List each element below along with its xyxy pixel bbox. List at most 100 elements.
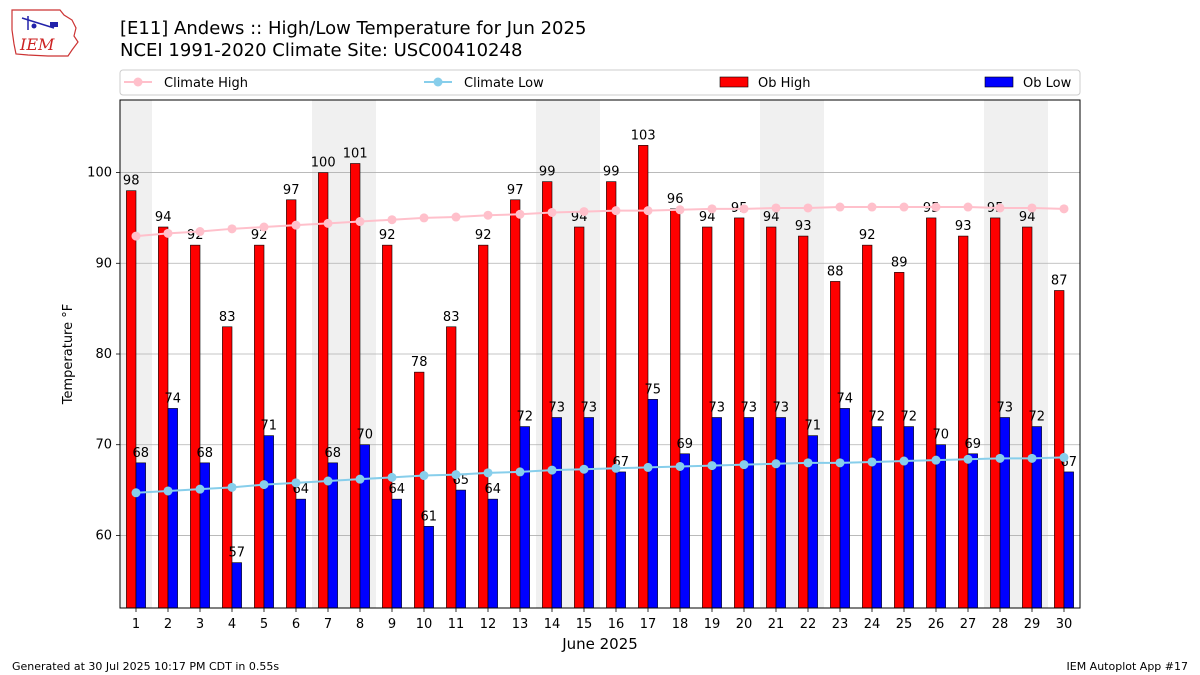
iem-logo: IEM xyxy=(11,9,79,57)
climate-low-point-14 xyxy=(547,465,557,475)
ob-low-label-27: 69 xyxy=(965,437,982,452)
climate-low-point-23 xyxy=(835,458,845,468)
ob-high-bar-10 xyxy=(414,371,425,609)
ob-low-label-12: 64 xyxy=(485,482,502,497)
ob-high-bar-15 xyxy=(574,226,585,609)
xtick-label-23: 23 xyxy=(832,617,849,632)
ob-low-bar-12 xyxy=(487,498,498,609)
chart-title: [E11] Andews :: High/Low Temperature for… xyxy=(120,18,587,39)
ob-low-label-2: 74 xyxy=(165,391,182,406)
climate-low-point-8 xyxy=(355,474,365,484)
xtick-label-7: 7 xyxy=(324,617,332,632)
climate-low-point-24 xyxy=(867,457,877,467)
xtick-label-15: 15 xyxy=(576,617,593,632)
climate-high-point-20 xyxy=(739,204,749,214)
climate-high-point-29 xyxy=(1027,203,1037,213)
ytick-label-100: 100 xyxy=(87,166,112,181)
ob-low-legend-swatch xyxy=(984,76,1014,88)
ob-high-label-16: 99 xyxy=(603,165,620,180)
climate-low-point-27 xyxy=(963,454,973,464)
ob-low-bar-28 xyxy=(999,417,1010,609)
ob-low-label-10: 61 xyxy=(421,509,438,524)
climate-low-point-25 xyxy=(899,456,909,466)
climate-high-point-7 xyxy=(323,218,333,228)
ob-low-bar-1 xyxy=(135,462,146,609)
climate-high-point-16 xyxy=(611,206,621,216)
xtick-label-1: 1 xyxy=(132,617,140,632)
climate-low-point-9 xyxy=(387,472,397,482)
plot-area: 6070809010098689474926883579271976410068… xyxy=(61,99,1081,653)
xtick-label-20: 20 xyxy=(736,617,753,632)
climate-high-point-4 xyxy=(227,224,237,234)
ob-low-bar-25 xyxy=(903,426,914,609)
ob-high-bar-23 xyxy=(830,281,841,609)
ob-low-label-29: 72 xyxy=(1029,410,1046,425)
climate-high-point-15 xyxy=(579,207,589,217)
ytick-label-60: 60 xyxy=(95,528,112,543)
climate-low-point-15 xyxy=(579,464,589,474)
ob-high-bar-14 xyxy=(542,181,553,609)
climate-low-point-20 xyxy=(739,460,749,470)
ob-low-bar-11 xyxy=(455,489,466,609)
climate-low-line xyxy=(135,456,1065,494)
climate-low-point-30 xyxy=(1059,452,1069,462)
climate-high-point-6 xyxy=(291,220,301,230)
climate-high-point-5 xyxy=(259,222,269,232)
xtick-label-18: 18 xyxy=(672,617,689,632)
ob-high-bar-30 xyxy=(1054,290,1065,609)
ob-high-bar-18 xyxy=(670,208,681,609)
climate-high-point-1 xyxy=(131,231,141,241)
ob-high-bar-27 xyxy=(958,235,969,609)
climate-high-point-12 xyxy=(483,210,493,220)
climate-low-point-6 xyxy=(291,478,301,488)
ob-low-bar-3 xyxy=(199,462,210,609)
climate-low-point-28 xyxy=(995,453,1005,463)
ob-low-label-13: 72 xyxy=(517,410,534,425)
ob-high-label-11: 83 xyxy=(443,310,460,325)
ob-low-label-17: 75 xyxy=(645,382,662,397)
ob-low-bar-15 xyxy=(583,417,594,609)
climate-high-point-11 xyxy=(451,212,461,222)
climate-high-point-8 xyxy=(355,217,365,227)
climate-low-point-11 xyxy=(451,470,461,480)
ob-low-bar-19 xyxy=(711,417,722,609)
climate-high-point-13 xyxy=(515,209,525,219)
ob-low-bar-8 xyxy=(359,444,370,609)
climate-high-point-22 xyxy=(803,203,813,213)
xtick-label-11: 11 xyxy=(448,617,465,632)
climate-low-point-18 xyxy=(675,461,685,471)
ob-high-label-2: 94 xyxy=(155,210,172,225)
ob-low-bar-6 xyxy=(295,498,306,609)
ob-low-bar-9 xyxy=(391,498,402,609)
climate-high-point-3 xyxy=(195,227,205,237)
climate-low-point-10 xyxy=(419,471,429,481)
ob-low-bar-17 xyxy=(647,399,658,609)
logo-text: IEM xyxy=(19,35,55,54)
climate-high-point-28 xyxy=(995,203,1005,213)
ob-high-label-29: 94 xyxy=(1019,210,1036,225)
y-axis-label: Temperature °F xyxy=(61,304,76,405)
climate-high-point-30 xyxy=(1059,204,1069,214)
climate-low-point-5 xyxy=(259,480,269,490)
climate-high-point-10 xyxy=(419,213,429,223)
xtick-label-19: 19 xyxy=(704,617,721,632)
ytick-label-80: 80 xyxy=(95,347,112,362)
ob-low-label-28: 73 xyxy=(997,401,1014,416)
climate-low-point-22 xyxy=(803,458,813,468)
xtick-label-10: 10 xyxy=(416,617,433,632)
ob-high-bar-25 xyxy=(894,272,905,609)
ob-low-label-19: 73 xyxy=(709,401,726,416)
ob-high-legend-swatch xyxy=(719,76,749,88)
ob-low-bar-23 xyxy=(839,408,850,609)
climate-low-point-26 xyxy=(931,455,941,465)
ob-low-label-4: 57 xyxy=(229,546,246,561)
ob-low-label-7: 68 xyxy=(325,446,342,461)
ob-low-legend-label: Ob Low xyxy=(1023,76,1072,91)
climate-high-point-18 xyxy=(675,205,685,215)
ob-low-label-15: 73 xyxy=(581,401,598,416)
plot-frame xyxy=(119,99,1081,609)
xtick-label-21: 21 xyxy=(768,617,785,632)
x-axis-label: June 2025 xyxy=(561,635,638,653)
climate-low-point-3 xyxy=(195,484,205,494)
